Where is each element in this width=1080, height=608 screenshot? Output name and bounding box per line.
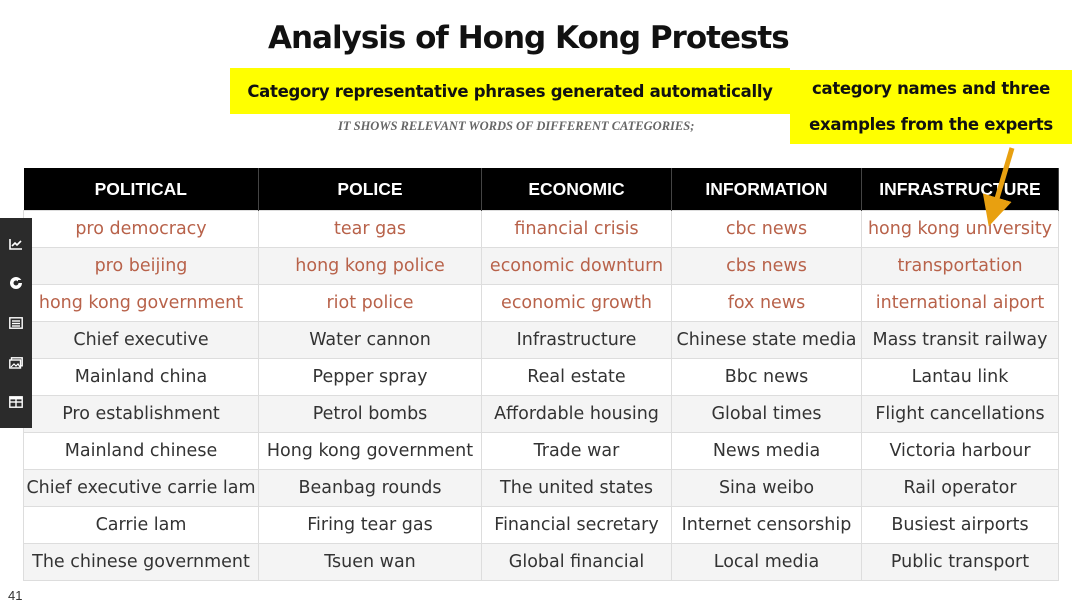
table-cell: pro beijing <box>23 247 259 285</box>
table-cell: Chief executive <box>23 321 259 359</box>
table-cell: Victoria harbour <box>861 432 1059 470</box>
table-row: pro democracy tear gas financial crisis … <box>23 210 1059 248</box>
table-cell: Petrol bombs <box>258 395 482 433</box>
table-cell: Firing tear gas <box>258 506 482 544</box>
table-row: hong kong government riot police economi… <box>23 284 1059 322</box>
table-cell: Chinese state media <box>671 321 862 359</box>
table-cell: Global financial <box>481 543 672 581</box>
table-row: Chief executive carrie lam Beanbag round… <box>23 469 1059 507</box>
table-cell: economic growth <box>481 284 672 322</box>
table-cell: cbc news <box>671 210 862 248</box>
table-cell: Flight cancellations <box>861 395 1059 433</box>
table-cell: Real estate <box>481 358 672 396</box>
table-row: Mainland chinese Hong kong government Tr… <box>23 432 1059 470</box>
header-infrastructure: INFRASTRUCTURE <box>861 168 1059 211</box>
highlight-auto-phrases: Category representative phrases generate… <box>230 68 790 114</box>
header-police: POLICE <box>258 168 482 211</box>
table-cell: Water cannon <box>258 321 482 359</box>
table-cell: Rail operator <box>861 469 1059 507</box>
table-cell: The chinese government <box>23 543 259 581</box>
page-number: 41 <box>8 588 23 603</box>
table-cell: The united states <box>481 469 672 507</box>
images-icon[interactable] <box>5 352 27 374</box>
table-cell: fox news <box>671 284 862 322</box>
table-cell: pro democracy <box>23 210 259 248</box>
list-icon[interactable] <box>5 312 27 334</box>
table-cell: Mainland chinese <box>23 432 259 470</box>
highlight-expert-line1: category names and three <box>812 79 1050 98</box>
table-cell: Carrie lam <box>23 506 259 544</box>
table-cell: Local media <box>671 543 862 581</box>
header-economic: ECONOMIC <box>481 168 672 211</box>
slide-subtitle: IT SHOWS RELEVANT WORDS OF DIFFERENT CAT… <box>338 119 695 133</box>
table-cell: Hong kong government <box>258 432 482 470</box>
table-cell: economic downturn <box>481 247 672 285</box>
table-cell: cbs news <box>671 247 862 285</box>
table-cell: Chief executive carrie lam <box>23 469 259 507</box>
table-cell: transportation <box>861 247 1059 285</box>
table-cell: Busiest airports <box>861 506 1059 544</box>
table-cell: tear gas <box>258 210 482 248</box>
table-row: The chinese government Tsuen wan Global … <box>23 543 1059 581</box>
table-cell: Trade war <box>481 432 672 470</box>
table-cell: Lantau link <box>861 358 1059 396</box>
table-cell: News media <box>671 432 862 470</box>
table-cell: hong kong university <box>861 210 1059 248</box>
table-row: pro beijing hong kong police economic do… <box>23 247 1059 285</box>
highlight-expert-examples: category names and three examples from t… <box>790 70 1072 144</box>
table-header-row: POLITICAL POLICE ECONOMIC INFORMATION IN… <box>23 168 1059 211</box>
category-table: POLITICAL POLICE ECONOMIC INFORMATION IN… <box>23 168 1059 581</box>
table-cell: Financial secretary <box>481 506 672 544</box>
table-cell: hong kong police <box>258 247 482 285</box>
table-cell: Beanbag rounds <box>258 469 482 507</box>
table-cell: Mainland china <box>23 358 259 396</box>
chart-line-icon[interactable] <box>5 233 27 255</box>
table-cell: Pepper spray <box>258 358 482 396</box>
header-political: POLITICAL <box>23 168 259 211</box>
table-cell: Pro establishment <box>23 395 259 433</box>
table-cell: Affordable housing <box>481 395 672 433</box>
grid-icon[interactable] <box>5 391 27 413</box>
table-cell: hong kong government <box>23 284 259 322</box>
table-cell: international aiport <box>861 284 1059 322</box>
table-row: Pro establishment Petrol bombs Affordabl… <box>23 395 1059 433</box>
header-information: INFORMATION <box>671 168 862 211</box>
table-row: Carrie lam Firing tear gas Financial sec… <box>23 506 1059 544</box>
table-cell: Mass transit railway <box>861 321 1059 359</box>
slide-sidebar <box>0 218 32 428</box>
table-cell: riot police <box>258 284 482 322</box>
cookie-icon[interactable] <box>5 272 27 294</box>
highlight-expert-line2: examples from the experts <box>809 115 1053 134</box>
table-cell: Global times <box>671 395 862 433</box>
slide-title: Analysis of Hong Kong Protests <box>268 20 790 56</box>
table-cell: financial crisis <box>481 210 672 248</box>
table-row: Chief executive Water cannon Infrastruct… <box>23 321 1059 359</box>
table-cell: Internet censorship <box>671 506 862 544</box>
table-cell: Public transport <box>861 543 1059 581</box>
table-cell: Bbc news <box>671 358 862 396</box>
table-row: Mainland china Pepper spray Real estate … <box>23 358 1059 396</box>
table-cell: Tsuen wan <box>258 543 482 581</box>
table-cell: Infrastructure <box>481 321 672 359</box>
table-cell: Sina weibo <box>671 469 862 507</box>
